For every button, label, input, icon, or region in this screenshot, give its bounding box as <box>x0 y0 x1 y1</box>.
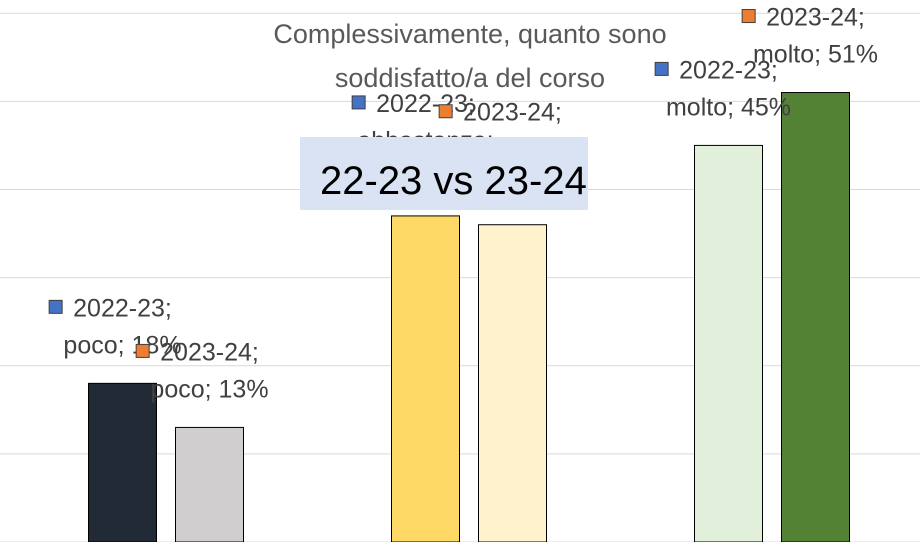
data-label-line: 2023-24; <box>766 4 865 32</box>
bar <box>781 92 850 542</box>
annotation: 22-23 vs 23-24 <box>300 137 588 210</box>
data-label: 2023-24; poco; 13% <box>150 338 268 403</box>
bar <box>694 144 763 542</box>
data-label-line: 2022-23; <box>679 56 778 84</box>
legend-key <box>654 61 669 76</box>
data-label: 2023-24; molto; 51% <box>753 4 878 69</box>
legend-key <box>741 9 756 24</box>
data-label-line: 2022-23; <box>73 294 172 322</box>
bar <box>175 426 244 542</box>
data-label: 2022-23; poco; 18% <box>63 294 181 359</box>
legend-key <box>438 104 453 119</box>
legend-key <box>48 299 63 314</box>
data-label-line: molto; 51% <box>753 41 878 69</box>
chart-title: Complessivamente, quanto sono soddisfatt… <box>273 19 667 93</box>
bar <box>88 382 157 542</box>
bar <box>391 215 460 542</box>
data-label-line: 2022-23; <box>376 90 475 118</box>
data-label-line: poco; 18% <box>63 331 181 359</box>
data-label-line: poco; 13% <box>150 375 268 403</box>
legend-key <box>351 95 366 110</box>
bar <box>478 224 547 542</box>
data-label-line: 2023-24; <box>463 99 562 127</box>
data-label-line: 2023-24; <box>160 338 259 366</box>
data-label-line: molto; 45% <box>666 93 791 121</box>
data-label: 2022-23; molto; 45% <box>666 56 791 121</box>
legend-key <box>135 343 150 358</box>
